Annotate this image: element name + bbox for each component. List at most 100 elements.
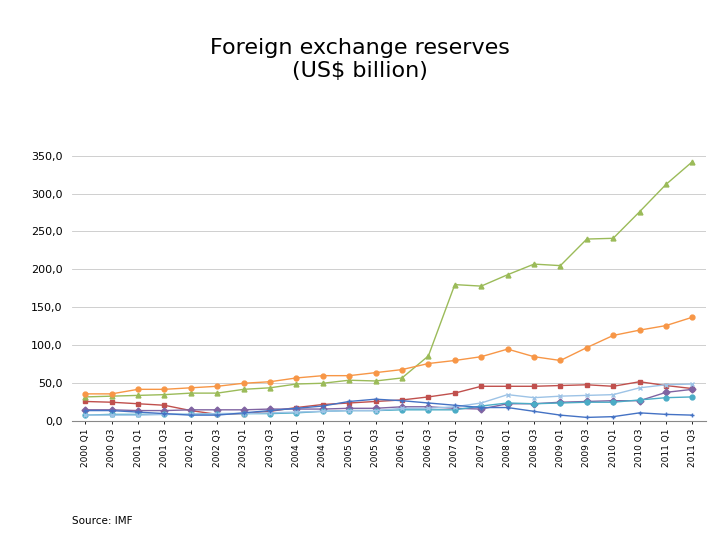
Colombia	[213, 410, 222, 417]
Chile	[688, 386, 697, 393]
Peru	[372, 407, 380, 414]
Colombia	[318, 408, 327, 415]
Chile	[503, 401, 512, 407]
Brazil	[451, 281, 459, 288]
Peru	[160, 411, 168, 417]
Line: Argentina: Argentina	[83, 379, 695, 417]
Venezuela	[635, 410, 644, 416]
Colombia	[292, 410, 301, 416]
Venezuela	[81, 407, 89, 414]
Line: Peru: Peru	[83, 382, 695, 417]
Chile	[477, 406, 485, 413]
Peru	[397, 405, 406, 411]
Venezuela	[160, 410, 168, 417]
Argentina	[397, 397, 406, 403]
Mexico	[662, 322, 670, 329]
Peru	[582, 392, 591, 399]
Brazil	[266, 384, 274, 391]
Brazil	[424, 353, 433, 359]
Chile	[372, 405, 380, 411]
Argentina	[345, 400, 354, 406]
Peru	[266, 410, 274, 416]
Mexico	[160, 386, 168, 393]
Peru	[662, 382, 670, 388]
Colombia	[609, 399, 618, 406]
Brazil	[292, 381, 301, 387]
Chile	[397, 403, 406, 410]
Argentina	[292, 404, 301, 411]
Chile	[186, 407, 195, 413]
Peru	[451, 403, 459, 410]
Line: Mexico: Mexico	[83, 315, 695, 396]
Colombia	[134, 411, 143, 417]
Venezuela	[424, 400, 433, 406]
Mexico	[81, 390, 89, 397]
Colombia	[397, 407, 406, 413]
Colombia	[556, 400, 564, 406]
Brazil	[609, 235, 618, 241]
Venezuela	[609, 414, 618, 420]
Peru	[609, 392, 618, 398]
Text: Foreign exchange reserves
(US$ billion): Foreign exchange reserves (US$ billion)	[210, 38, 510, 81]
Argentina	[239, 410, 248, 417]
Colombia	[239, 410, 248, 417]
Chile	[266, 406, 274, 413]
Brazil	[503, 272, 512, 278]
Argentina	[107, 399, 116, 406]
Brazil	[582, 236, 591, 242]
Argentina	[186, 407, 195, 414]
Venezuela	[239, 410, 248, 416]
Mexico	[635, 327, 644, 333]
Line: Chile: Chile	[83, 387, 695, 413]
Argentina	[503, 383, 512, 389]
Argentina	[424, 394, 433, 400]
Colombia	[503, 400, 512, 406]
Argentina	[477, 383, 485, 389]
Brazil	[318, 380, 327, 387]
Argentina	[688, 386, 697, 392]
Chile	[530, 401, 539, 407]
Venezuela	[477, 404, 485, 411]
Mexico	[107, 390, 116, 397]
Brazil	[213, 390, 222, 396]
Brazil	[239, 386, 248, 393]
Colombia	[160, 411, 168, 417]
Chile	[213, 407, 222, 413]
Chile	[160, 407, 168, 414]
Mexico	[397, 366, 406, 373]
Brazil	[372, 378, 380, 384]
Argentina	[213, 411, 222, 417]
Chile	[81, 407, 89, 413]
Venezuela	[372, 396, 380, 402]
Argentina	[662, 382, 670, 389]
Brazil	[688, 158, 697, 165]
Peru	[530, 394, 539, 401]
Mexico	[688, 314, 697, 320]
Brazil	[107, 393, 116, 400]
Chile	[556, 399, 564, 406]
Mexico	[477, 354, 485, 360]
Colombia	[477, 403, 485, 409]
Chile	[239, 407, 248, 413]
Brazil	[635, 208, 644, 215]
Chile	[107, 407, 116, 413]
Venezuela	[556, 412, 564, 418]
Peru	[81, 412, 89, 418]
Colombia	[451, 407, 459, 413]
Chile	[582, 398, 591, 404]
Mexico	[451, 357, 459, 364]
Venezuela	[292, 405, 301, 411]
Venezuela	[345, 398, 354, 404]
Colombia	[424, 407, 433, 413]
Peru	[635, 384, 644, 391]
Brazil	[81, 394, 89, 400]
Argentina	[372, 398, 380, 404]
Mexico	[292, 375, 301, 381]
Mexico	[556, 357, 564, 364]
Peru	[213, 410, 222, 417]
Mexico	[266, 379, 274, 385]
Brazil	[662, 181, 670, 188]
Mexico	[582, 345, 591, 351]
Line: Colombia: Colombia	[83, 395, 695, 417]
Peru	[239, 410, 248, 417]
